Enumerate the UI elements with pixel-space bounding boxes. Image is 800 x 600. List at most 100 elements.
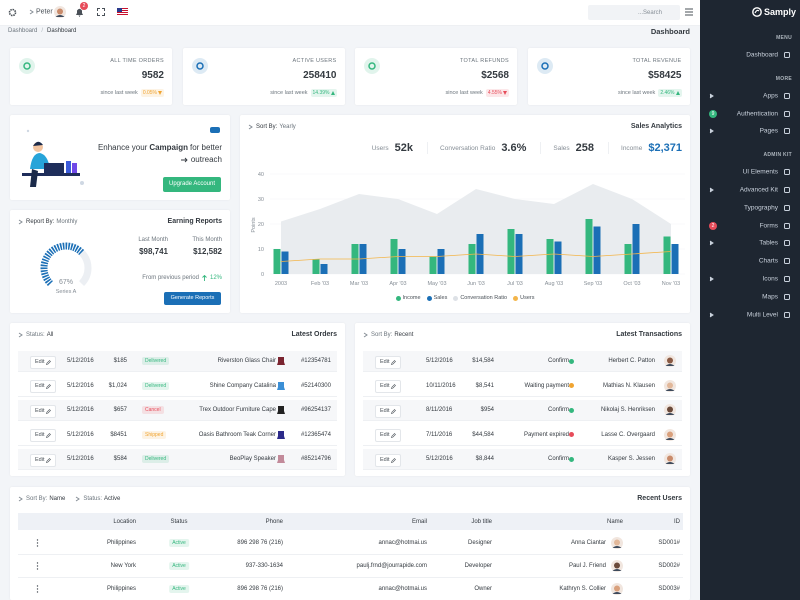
nav-item[interactable]: Typography [700,200,800,216]
bar [312,259,320,274]
bar [437,249,445,274]
avatar-face [614,585,620,592]
transaction-name: Mathias N. Klausen [602,382,655,389]
nav-icon-shape [784,92,790,99]
menu-dot [36,588,39,590]
chevron [76,496,81,502]
order-id: #52140300 [300,382,331,389]
trend-arrow-shape [330,91,335,95]
nav-icon-shape [784,169,790,176]
edit-button[interactable]: Edit [30,404,57,418]
stat-change-text: 2.46% [660,90,675,96]
edit-button[interactable]: Edit [30,355,57,369]
chevron [709,187,714,193]
status-dot [569,407,574,413]
product-shape [277,455,285,463]
avatar-face [667,455,673,462]
nav-item[interactable]: Apps [700,88,800,104]
chevron [18,496,23,502]
gauge-value [40,242,85,287]
search-box[interactable]: ...Search [588,5,680,20]
analytics-stat-value: $2,371 [648,142,682,154]
stat-change: 14.39% [310,89,337,97]
avatar [611,537,623,549]
legend-item[interactable]: Income [395,295,421,301]
arrow [180,157,188,162]
order-id: #85214796 [300,456,331,462]
edit-button[interactable]: Edit [375,429,402,442]
transaction-status: Confirm [547,358,569,364]
transaction-name: Lasse C. Overgaard [601,431,655,438]
breadcrumb-item[interactable]: Dashboard [8,28,38,34]
legend-label: Income [402,295,421,301]
avatar [611,560,623,572]
product-icon [277,406,285,414]
nav-item[interactable]: Icons [700,271,800,287]
table-filter[interactable]: Sort By: Name Status: Active [18,496,120,502]
area [281,184,671,274]
legend-item[interactable]: Sales [426,295,447,301]
legend-swatch [513,295,519,301]
nav-item[interactable]: Authentication 9 [700,106,800,122]
table-filter[interactable]: Sort By: Recent [363,332,413,338]
stat-label: ACTIVE USERS [292,58,337,64]
order-status: Delivered [142,381,170,390]
legend-label: Conversation Ratio [460,295,508,301]
order-id: #12354781 [300,358,331,364]
upgrade-button[interactable]: Upgrade Account [163,177,221,192]
edit-button[interactable]: Edit [30,429,57,442]
nav-item[interactable]: Advanced Kit [700,182,800,198]
nav-item[interactable]: Maps [700,289,800,305]
analytics-stat: Conversation Ratio 3.6% [427,142,526,154]
bar [671,244,679,274]
transaction-date: 10/11/2016 [426,382,456,389]
campaign-text-end: for better [189,143,222,152]
avatar [664,355,676,367]
this-month-value: $12,582 [193,247,222,256]
product-icon [277,455,285,463]
expand [97,8,105,16]
sort-filter[interactable]: Sort By: Yearly [248,124,296,130]
bell-icon [76,8,83,17]
nav-item[interactable]: Tables [700,235,800,251]
stat-card: TOTAL REVENUE $58425 since last week 2.46% [527,48,690,105]
legend-item[interactable]: Conversation Ratio [453,295,507,301]
nav-item[interactable]: Dashboard [700,47,800,63]
table-filter[interactable]: Status: All [18,332,53,338]
edit-button[interactable]: Edit [30,380,57,393]
x-tick-label: Nov '03 [662,281,680,287]
user-name: Peter [36,8,53,16]
pencil [391,457,397,463]
filter-value: Recent [394,332,414,338]
nav-label: Multi Level [746,311,778,319]
nav-item[interactable]: Charts [700,253,800,269]
transaction-date: 5/12/2016 [426,456,453,462]
stat-change: 0.05% [140,89,164,97]
edit-button[interactable]: Edit [375,453,402,467]
chevron [363,332,368,338]
report-filter[interactable]: Report By: Monthly [18,219,77,225]
search-placeholder: ...Search [637,9,662,16]
column-header: Job title [471,519,492,525]
stat-icon-bg [536,58,553,74]
order-status: Cancel [142,406,164,414]
nav-item[interactable]: Pages [700,123,800,139]
edit-button[interactable]: Edit [375,404,402,418]
y-tick-label: 30 [258,197,264,203]
stat-label: TOTAL REVENUE [632,58,682,64]
edit-button[interactable]: Edit [375,355,402,369]
gauge: 67% Series A [40,242,92,295]
stat-change: 4.55% [485,89,509,97]
nav-item[interactable]: Multi Level [700,307,800,323]
pencil [391,408,397,414]
chevron-shape [29,9,34,15]
legend-item[interactable]: Users [513,295,534,301]
edit-button[interactable]: Edit [375,380,402,393]
generate-button[interactable]: Generate Reports [164,292,221,305]
nav-item[interactable]: Forms 2 [700,218,800,234]
nav-icon-shape [784,276,790,282]
nav-icon-shape [784,258,790,265]
nav-icon-shape [784,204,790,211]
nav-item[interactable]: UI Elements [700,164,800,180]
edit-button[interactable]: Edit [30,453,57,467]
